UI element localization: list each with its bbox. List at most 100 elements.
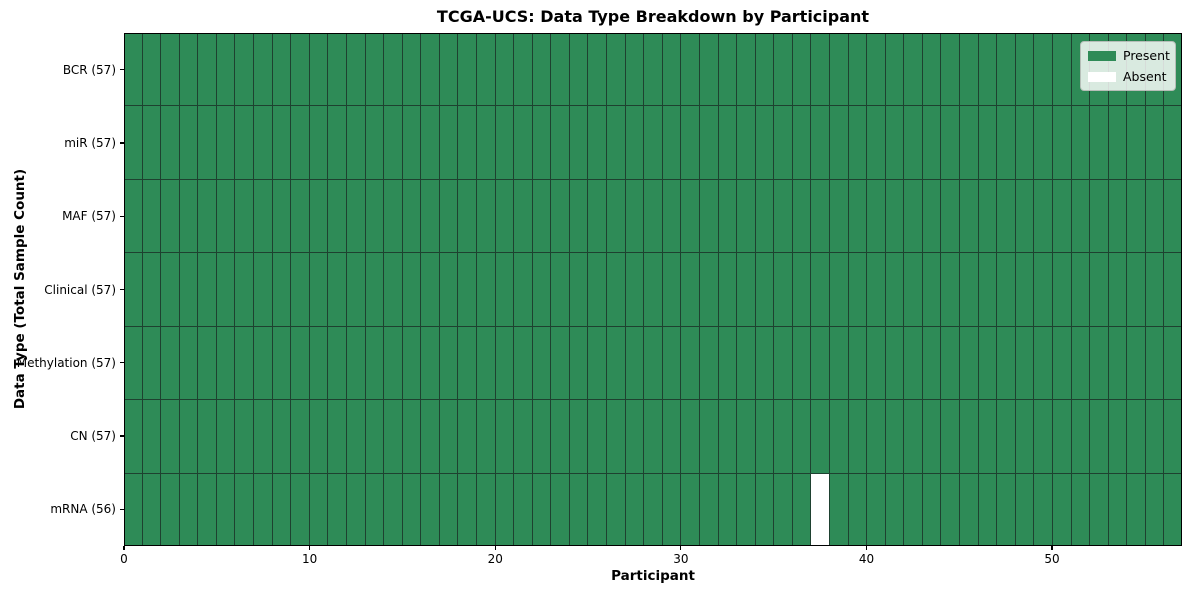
heatmap-cell	[811, 400, 829, 473]
heatmap-cell	[625, 33, 644, 106]
heatmap-cell	[885, 179, 904, 253]
heatmap-cell	[124, 473, 142, 546]
heatmap-cell	[681, 326, 699, 400]
heatmap-cell	[607, 253, 625, 326]
heatmap-cell	[254, 253, 272, 326]
heatmap-cell	[960, 33, 978, 106]
heatmap-cell	[328, 253, 346, 326]
heatmap-cell	[198, 33, 216, 106]
plot-area: Present Absent	[124, 33, 1182, 546]
heatmap-cell	[699, 326, 718, 400]
heatmap-cell	[1015, 473, 1034, 546]
heatmap-cell	[142, 400, 161, 473]
heatmap-cell	[1127, 473, 1145, 546]
heatmap-cell	[941, 473, 960, 546]
heatmap-cell	[699, 473, 718, 546]
heatmap-cell	[811, 473, 829, 546]
heatmap-cell	[1090, 179, 1108, 253]
heatmap-cell	[514, 400, 532, 473]
heatmap-cell	[1052, 326, 1071, 400]
heatmap-cell	[291, 106, 309, 179]
heatmap-cell	[272, 400, 291, 473]
heatmap-cell	[718, 253, 737, 326]
heatmap-cell	[681, 179, 699, 253]
heatmap-cell	[309, 106, 328, 179]
heatmap-cell	[309, 253, 328, 326]
heatmap-cell	[402, 106, 421, 179]
heatmap-cell	[644, 179, 662, 253]
heatmap-cell	[365, 106, 384, 179]
heatmap-cell	[532, 179, 551, 253]
heatmap-cell	[867, 473, 885, 546]
heatmap-cell	[792, 326, 811, 400]
heatmap-cell	[607, 33, 625, 106]
heatmap-cell	[1015, 106, 1034, 179]
heatmap-cell	[272, 179, 291, 253]
heatmap-cell	[941, 253, 960, 326]
heatmap-cell	[978, 179, 997, 253]
heatmap-cell	[1145, 106, 1164, 179]
legend-swatch-icon	[1088, 71, 1116, 82]
heatmap-cell	[699, 106, 718, 179]
legend-entry: Present	[1088, 48, 1170, 63]
heatmap-cell	[569, 106, 588, 179]
heatmap-cell	[829, 33, 848, 106]
heatmap-cell	[291, 179, 309, 253]
heatmap-cell	[216, 179, 235, 253]
heatmap-cell	[384, 326, 402, 400]
heatmap-cell	[124, 179, 142, 253]
heatmap-cell	[792, 253, 811, 326]
heatmap-cell	[1127, 179, 1145, 253]
heatmap-cell	[1052, 33, 1071, 106]
heatmap-cell	[532, 33, 551, 106]
heatmap-cell	[532, 253, 551, 326]
heatmap-cell	[681, 400, 699, 473]
heatmap-cell	[1015, 179, 1034, 253]
heatmap-cell	[1164, 253, 1182, 326]
heatmap-cell	[755, 400, 774, 473]
heatmap-cell	[811, 253, 829, 326]
heatmap-cell	[124, 253, 142, 326]
heatmap-cell	[867, 33, 885, 106]
heatmap-cell	[699, 33, 718, 106]
legend-label: Present	[1123, 48, 1170, 63]
heatmap-cell	[755, 253, 774, 326]
heatmap-cell	[551, 473, 569, 546]
heatmap-cell	[124, 106, 142, 179]
heatmap-cell	[867, 400, 885, 473]
heatmap-cell	[476, 33, 495, 106]
heatmap-cell	[421, 253, 439, 326]
heatmap-cell	[997, 400, 1015, 473]
heatmap-cell	[997, 179, 1015, 253]
heatmap-cell	[681, 106, 699, 179]
y-tick-label: Methylation (57)	[16, 355, 116, 370]
heatmap-cell	[328, 473, 346, 546]
legend: Present Absent	[1080, 41, 1176, 91]
heatmap-cell	[421, 326, 439, 400]
heatmap-cell	[235, 400, 254, 473]
heatmap-cell	[644, 400, 662, 473]
heatmap-cell	[588, 253, 607, 326]
heatmap-cell	[681, 33, 699, 106]
heatmap-cell	[235, 33, 254, 106]
heatmap-cell	[161, 179, 179, 253]
y-tick-mark	[120, 362, 124, 364]
heatmap-cell	[235, 473, 254, 546]
heatmap-cell	[384, 253, 402, 326]
heatmap-cell	[625, 400, 644, 473]
heatmap-cell	[476, 326, 495, 400]
heatmap-cell	[978, 106, 997, 179]
heatmap-cell	[904, 179, 922, 253]
heatmap-cell	[161, 473, 179, 546]
x-tick-label: 20	[487, 552, 503, 566]
heatmap-cell	[439, 400, 458, 473]
heatmap-cell	[1127, 253, 1145, 326]
heatmap-cell	[458, 253, 476, 326]
heatmap-cell	[662, 326, 681, 400]
heatmap-cell	[569, 326, 588, 400]
heatmap-cell	[569, 33, 588, 106]
heatmap-cell	[960, 179, 978, 253]
heatmap-cell	[198, 400, 216, 473]
x-tick-mark	[494, 546, 496, 550]
heatmap-cell	[384, 33, 402, 106]
